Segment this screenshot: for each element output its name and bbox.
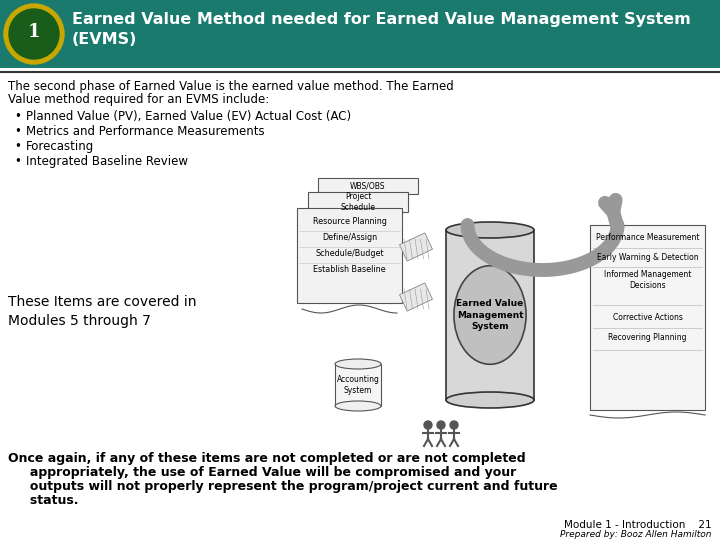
Circle shape <box>9 9 59 59</box>
Ellipse shape <box>335 359 381 369</box>
Text: Metrics and Performance Measurements: Metrics and Performance Measurements <box>26 125 265 138</box>
Text: Schedule/Budget: Schedule/Budget <box>315 249 384 259</box>
Bar <box>297 208 402 303</box>
Circle shape <box>450 421 458 429</box>
Text: appropriately, the use of Earned Value will be compromised and your: appropriately, the use of Earned Value w… <box>8 466 516 479</box>
Text: Early Warning & Detection: Early Warning & Detection <box>597 253 698 261</box>
Text: Earned Value Method needed for Earned Value Management System
(EVMS): Earned Value Method needed for Earned Va… <box>72 12 690 47</box>
Text: •: • <box>14 110 21 123</box>
Text: Resource Planning: Resource Planning <box>312 218 387 226</box>
Circle shape <box>424 421 432 429</box>
Text: These Items are covered in
Modules 5 through 7: These Items are covered in Modules 5 thr… <box>8 295 197 328</box>
Text: WBS/OBS: WBS/OBS <box>350 181 386 191</box>
Text: Value method required for an EVMS include:: Value method required for an EVMS includ… <box>8 93 269 106</box>
Text: The second phase of Earned Value is the earned value method. The Earned: The second phase of Earned Value is the … <box>8 80 454 93</box>
Bar <box>335 364 381 406</box>
Text: Recovering Planning: Recovering Planning <box>608 334 687 342</box>
Bar <box>590 225 705 410</box>
Text: Performance Measurement: Performance Measurement <box>595 233 699 242</box>
Text: Project
Schedule: Project Schedule <box>341 192 376 212</box>
Text: Planned Value (PV), Earned Value (EV) Actual Cost (AC): Planned Value (PV), Earned Value (EV) Ac… <box>26 110 351 123</box>
Text: Forecasting: Forecasting <box>26 140 94 153</box>
Text: status.: status. <box>8 494 78 507</box>
Text: •: • <box>14 155 21 168</box>
Bar <box>318 178 418 194</box>
FancyBboxPatch shape <box>400 233 433 261</box>
Ellipse shape <box>454 266 526 364</box>
Circle shape <box>437 421 445 429</box>
Ellipse shape <box>335 401 381 411</box>
Circle shape <box>4 4 64 64</box>
Text: Prepared by: Booz Allen Hamilton: Prepared by: Booz Allen Hamilton <box>560 530 712 539</box>
Bar <box>446 230 534 400</box>
Text: •: • <box>14 140 21 153</box>
Text: Accounting
System: Accounting System <box>336 375 379 395</box>
Ellipse shape <box>446 222 534 238</box>
Bar <box>308 192 408 212</box>
Bar <box>0 0 720 68</box>
Text: Informed Management
Decisions: Informed Management Decisions <box>604 271 691 289</box>
Text: •: • <box>14 125 21 138</box>
Text: Establish Baseline: Establish Baseline <box>313 266 386 274</box>
Text: Corrective Actions: Corrective Actions <box>613 314 683 322</box>
Ellipse shape <box>446 392 534 408</box>
FancyBboxPatch shape <box>400 283 433 311</box>
Text: outputs will not properly represent the program/project current and future: outputs will not properly represent the … <box>8 480 557 493</box>
Text: Module 1 - Introduction    21: Module 1 - Introduction 21 <box>564 520 712 530</box>
Text: Define/Assign: Define/Assign <box>322 233 377 242</box>
Text: Earned Value
Management
System: Earned Value Management System <box>456 299 523 332</box>
Text: Integrated Baseline Review: Integrated Baseline Review <box>26 155 188 168</box>
Text: 1: 1 <box>28 23 40 41</box>
Text: Once again, if any of these items are not completed or are not completed: Once again, if any of these items are no… <box>8 452 526 465</box>
